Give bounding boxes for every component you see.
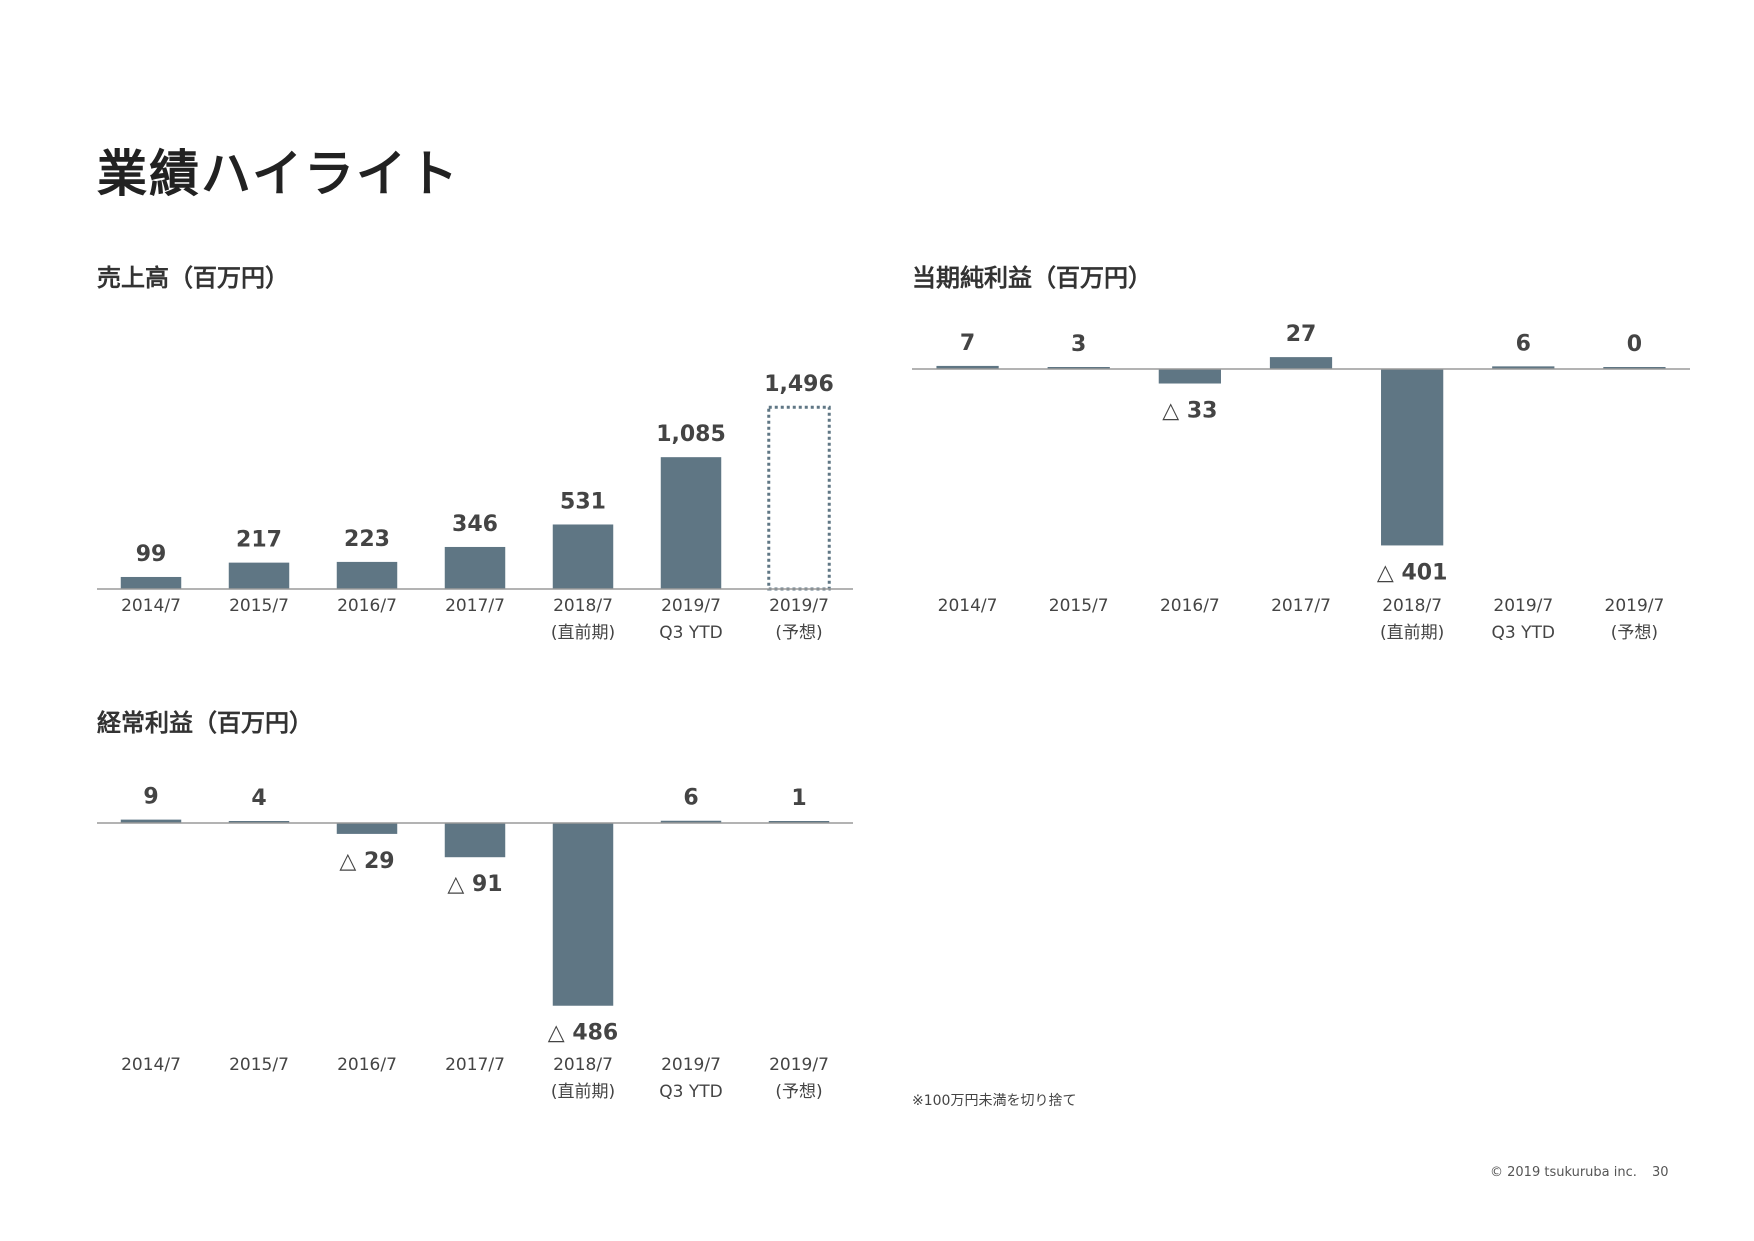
value-label: 7 — [960, 331, 975, 356]
page-title: 業績ハイライト — [97, 145, 460, 203]
category-label: 2014/7 — [121, 596, 181, 616]
value-label: △ 401 — [1377, 560, 1448, 585]
bar — [768, 821, 830, 823]
bar — [1492, 366, 1555, 369]
value-label: 1,085 — [656, 422, 726, 447]
category-label: 2016/7 — [337, 596, 397, 616]
value-label: 223 — [344, 527, 390, 552]
category-label: 2017/7 — [1271, 596, 1331, 616]
bar — [336, 561, 398, 589]
category-label: 2015/7 — [229, 1055, 289, 1075]
category-label: 2018/7 — [553, 1055, 613, 1075]
value-label: △ 33 — [1162, 399, 1217, 424]
value-label: △ 29 — [339, 849, 394, 874]
value-label: 27 — [1286, 322, 1317, 347]
category-label: Q3 YTD — [1492, 623, 1555, 643]
bar — [936, 365, 999, 369]
bar — [1381, 369, 1444, 546]
category-label: 2019/7 — [1605, 596, 1665, 616]
sales-chart-title: 売上高（百万円） — [97, 264, 289, 292]
category-label: 2018/7 — [553, 596, 613, 616]
copyright: © 2019 tsukuruba inc. — [1490, 1165, 1637, 1180]
bar — [1603, 367, 1666, 369]
bar — [552, 524, 614, 589]
category-label: 2015/7 — [229, 596, 289, 616]
category-label: (直前期) — [551, 623, 615, 643]
value-label: 6 — [1516, 331, 1531, 356]
value-label: 4 — [251, 786, 266, 811]
category-label: 2019/7 — [661, 1055, 721, 1075]
category-label: Q3 YTD — [659, 1082, 722, 1102]
bar — [660, 457, 722, 589]
net-income-chart-title: 当期純利益（百万円） — [912, 264, 1152, 292]
value-label: 346 — [452, 512, 498, 537]
value-label: 6 — [683, 786, 698, 811]
value-label: 0 — [1627, 332, 1642, 357]
bar — [228, 562, 290, 589]
category-label: 2019/7 — [1493, 596, 1553, 616]
category-label: 2019/7 — [661, 596, 721, 616]
bar — [444, 546, 506, 589]
value-label: 1,496 — [764, 372, 834, 397]
category-label: (予想) — [1611, 623, 1658, 643]
value-label: 217 — [236, 528, 282, 553]
category-label: 2015/7 — [1049, 596, 1109, 616]
category-label: (直前期) — [551, 1082, 615, 1102]
bar — [1047, 367, 1110, 369]
category-label: 2017/7 — [445, 1055, 505, 1075]
bar — [1269, 357, 1333, 369]
bar — [120, 576, 182, 589]
page-number: 30 — [1652, 1165, 1669, 1180]
category-label: 2014/7 — [938, 596, 998, 616]
bar — [228, 821, 290, 823]
category-label: 2018/7 — [1382, 596, 1442, 616]
category-label: 2016/7 — [337, 1055, 397, 1075]
bar — [336, 823, 398, 834]
value-label: △ 486 — [548, 1021, 619, 1046]
value-label: 9 — [143, 785, 158, 810]
bar — [552, 823, 614, 1006]
value-label: 99 — [136, 542, 167, 567]
category-label: (直前期) — [1380, 623, 1444, 643]
category-label: 2019/7 — [769, 596, 829, 616]
value-label: 1 — [791, 786, 806, 811]
ordinary-income-chart-title: 経常利益（百万円） — [97, 709, 313, 737]
bar — [444, 823, 506, 858]
category-label: Q3 YTD — [659, 623, 722, 643]
bar — [120, 819, 182, 823]
value-label: 531 — [560, 489, 606, 514]
category-label: 2019/7 — [769, 1055, 829, 1075]
category-label: (予想) — [775, 1082, 822, 1102]
bar — [660, 820, 722, 823]
category-label: 2014/7 — [121, 1055, 181, 1075]
category-label: 2017/7 — [445, 596, 505, 616]
category-label: 2016/7 — [1160, 596, 1220, 616]
value-label: △ 91 — [447, 872, 502, 897]
category-label: (予想) — [775, 623, 822, 643]
value-label: 3 — [1071, 332, 1086, 357]
bar — [1158, 369, 1221, 384]
footnote: ※100万円未満を切り捨て — [912, 1093, 1077, 1109]
